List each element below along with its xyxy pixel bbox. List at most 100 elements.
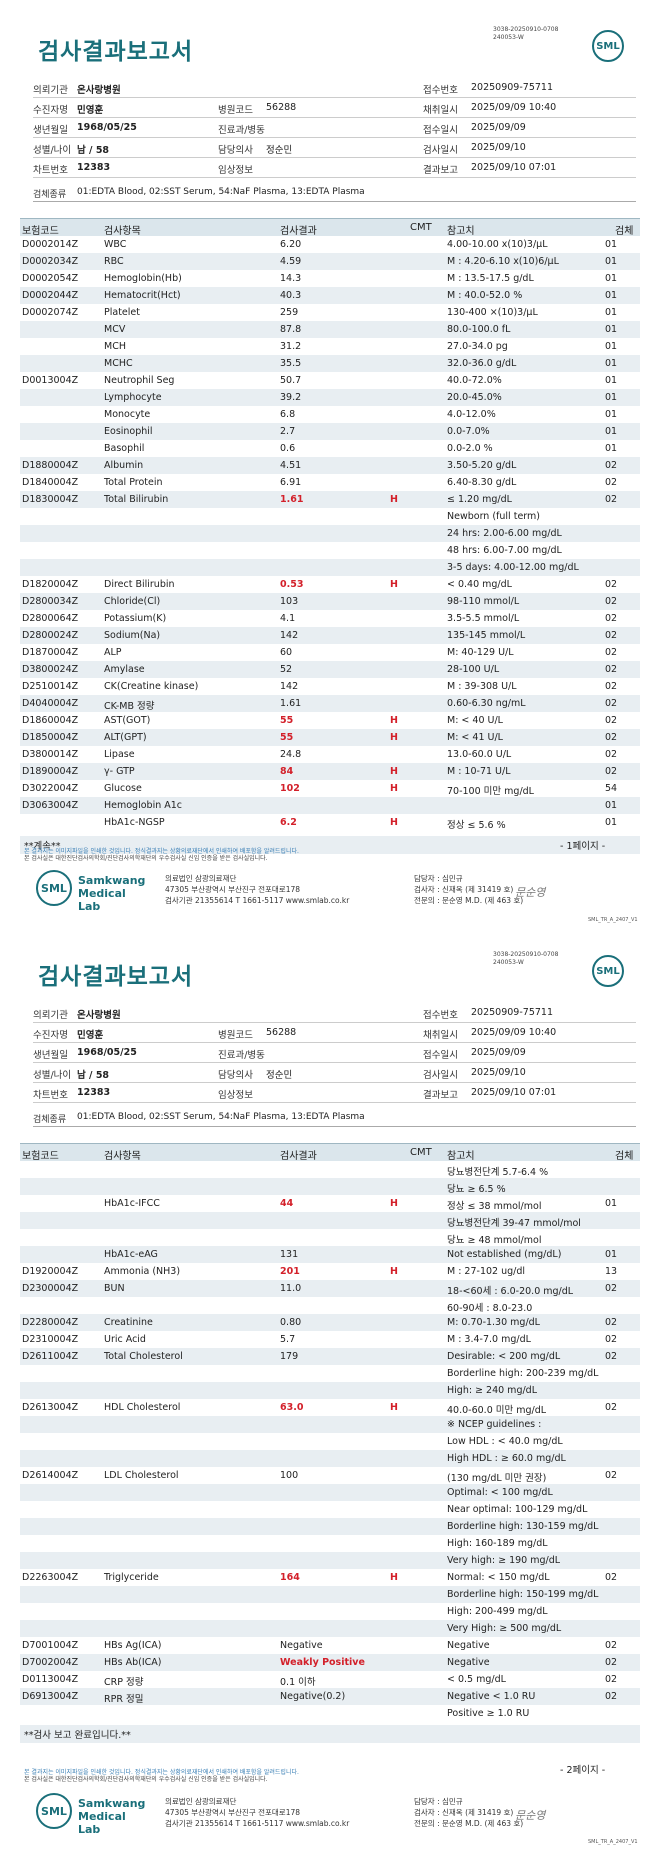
- table-row: HbA1c-eAG 131 Not established (mg/dL) 01: [20, 1246, 640, 1263]
- table-row: High HDL : ≥ 60.0 mg/dL: [20, 1450, 640, 1467]
- specialist: 전문의 : 문순영 M.D. (제 463 호): [414, 896, 524, 905]
- cell-result: 142: [280, 630, 299, 641]
- cell-spec: 02: [605, 1402, 618, 1413]
- table-row: D1820004Z Direct Bilirubin 0.53 H < 0.40 mg/…: [20, 576, 640, 593]
- cell-result: 4.59: [280, 256, 302, 267]
- header-code: 보험코드: [22, 1151, 59, 1162]
- doctor-value: 정순민: [266, 145, 293, 156]
- cell-item: Triglyceride: [104, 1572, 159, 1583]
- cell-ref: 20.0-45.0%: [447, 392, 502, 403]
- table-row: 24 hrs: 2.00-6.00 mg/dL: [20, 525, 640, 542]
- table-row: D1920004Z Ammonia (NH3) 201 H M : 27-102 ug/…: [20, 1263, 640, 1280]
- cell-item: CRP 정량: [104, 1677, 144, 1688]
- cell-spec: 02: [605, 766, 618, 777]
- cell-ref: M: < 40 U/L: [447, 715, 503, 726]
- cell-ref: Desirable: < 200 mg/dL: [447, 1351, 561, 1362]
- cell-spec: 01: [605, 324, 618, 335]
- cell-item: Lymphocyte: [104, 392, 162, 403]
- info-row: 생년월일 1968/05/25 진료과/병동 접수일시 2025/09/09: [33, 118, 636, 138]
- cell-item: Monocyte: [104, 409, 151, 420]
- cell-code: D1830004Z: [22, 494, 79, 505]
- cell-spec: 02: [605, 1317, 618, 1328]
- cell-spec: 01: [605, 239, 618, 250]
- disclaimer-accreditation: 본 검사실은 대한진단검사의학회/진단검사의학재단의 우수검사실 신임 인증을 …: [24, 1776, 268, 1783]
- results-table-page2: 당뇨병전단계 5.7-6.4 % 당뇨 ≥ 6.5 % HbA1c-IFCC 44 H 정…: [20, 1161, 640, 1722]
- table-row: Borderline high: 130-159 mg/dL: [20, 1518, 640, 1535]
- table-row: D6913004Z RPR 정밀 Negative(0.2) Negative < 1…: [20, 1688, 640, 1705]
- table-row: D1850004Z ALT(GPT) 55 H M: < 41 U/L 02: [20, 729, 640, 746]
- cell-result: 44: [280, 1198, 294, 1209]
- cell-spec: 02: [605, 1657, 618, 1668]
- sml-footer-logo-icon: SML: [36, 1793, 72, 1829]
- cell-ref: 당뇨 ≥ 48 mmol/mol: [447, 1235, 542, 1246]
- cell-code: D0113004Z: [22, 1674, 79, 1685]
- cell-code: D2614004Z: [22, 1470, 79, 1481]
- signature-image: 문순영: [515, 1809, 546, 1822]
- cell-result: 55: [280, 715, 294, 726]
- cell-flag: H: [390, 783, 398, 794]
- cell-result: 0.80: [280, 1317, 302, 1328]
- cell-code: D2280004Z: [22, 1317, 79, 1328]
- cell-spec: 01: [605, 307, 618, 318]
- cell-item: BUN: [104, 1283, 125, 1294]
- table-row: Basophil 0.6 0.0-2.0 % 01: [20, 440, 640, 457]
- table-row: D1840004Z Total Protein 6.91 6.40-8.30 g/dL…: [20, 474, 640, 491]
- cell-item: HBs Ab(ICA): [104, 1657, 162, 1668]
- receipt-no-label: 접수번호: [423, 85, 458, 96]
- cell-flag: H: [390, 766, 398, 777]
- cell-ref: 27.0-34.0 pg: [447, 341, 508, 352]
- cell-ref: 28-100 U/L: [447, 664, 500, 675]
- table-row: D2800064Z Potassium(K) 4.1 3.5-5.5 mmol/L 02: [20, 610, 640, 627]
- hospital-code-value: 56288: [266, 102, 297, 113]
- results-table-header: 보험코드 검사항목 검사결과 CMT 참고치 검체: [20, 218, 640, 237]
- name-label: 수진자명: [33, 1030, 68, 1041]
- table-row: Eosinophil 2.7 0.0-7.0% 01: [20, 423, 640, 440]
- cell-item: CK-MB 정량: [104, 701, 155, 712]
- examiner: 검사자 : 신재옥 (제 31419 호): [414, 1808, 514, 1817]
- reported-value: 2025/09/10 07:01: [471, 1087, 557, 1098]
- cell-item: Total Protein: [104, 477, 163, 488]
- table-row: Positive ≥ 1.0 RU: [20, 1705, 640, 1722]
- sex-age-value: 남 / 58: [77, 145, 110, 156]
- cell-item: Uric Acid: [104, 1334, 146, 1345]
- table-row: D0002014Z WBC 6.20 4.00-10.00 x(10)3/µL 01: [20, 236, 640, 253]
- chart-label: 차트번호: [33, 165, 68, 176]
- cell-ref: 4.0-12.0%: [447, 409, 496, 420]
- cell-ref: M : 10-71 U/L: [447, 766, 511, 777]
- received-value: 2025/09/09: [471, 122, 526, 133]
- table-row: D2510014Z CK(Creatine kinase) 142 M : 39-30…: [20, 678, 640, 695]
- complete-bar: [20, 1725, 640, 1743]
- cell-result: 0.6: [280, 443, 296, 454]
- clinical-label: 임상정보: [218, 165, 253, 176]
- cell-code: D1880004Z: [22, 460, 79, 471]
- cell-code: D2510014Z: [22, 681, 79, 692]
- cell-code: D6913004Z: [22, 1691, 79, 1702]
- table-row: D7002004Z HBs Ab(ICA) Weakly Positive Negat…: [20, 1654, 640, 1671]
- logo-name: Samkwang Medical Lab: [78, 874, 145, 913]
- table-row: MCH 31.2 27.0-34.0 pg 01: [20, 338, 640, 355]
- table-row: D2611004Z Total Cholesterol 179 Desirable: …: [20, 1348, 640, 1365]
- cell-result: Weakly Positive: [280, 1657, 365, 1668]
- table-row: Newborn (full term): [20, 508, 640, 525]
- cell-ref: 당뇨 ≥ 6.5 %: [447, 1184, 506, 1195]
- patient-info: 의뢰기관 온사랑병원 접수번호 20250909-75711 수진자명 민영훈 …: [33, 78, 636, 178]
- cell-ref: 80.0-100.0 fL: [447, 324, 511, 335]
- cell-spec: 02: [605, 494, 618, 505]
- report-page-1: 3038-20250910-0708 240053-W 검사결과보고서 SML …: [20, 26, 640, 923]
- samkwang-logo: SML Samkwang Medical Lab: [36, 1793, 145, 1836]
- samkwang-logo: SML Samkwang Medical Lab: [36, 870, 145, 913]
- cell-ref: 3.50-5.20 g/dL: [447, 460, 517, 471]
- cell-ref: M : 4.20-6.10 x(10)6/µL: [447, 256, 559, 267]
- institution-label: 의뢰기관: [33, 85, 68, 96]
- cell-ref: (130 mg/dL 미만 권장): [447, 1473, 547, 1484]
- info-row: 차트번호 12383 임상정보 결과보고 2025/09/10 07:01: [33, 1083, 636, 1103]
- cell-item: CK(Creatine kinase): [104, 681, 199, 692]
- doctor-value: 정순민: [266, 1070, 293, 1081]
- sml-logo-icon: SML: [592, 955, 624, 987]
- cell-spec: 01: [605, 426, 618, 437]
- lab-address: 47305 부산광역시 부산진구 전포대로178: [165, 1808, 301, 1817]
- cell-result: 4.1: [280, 613, 296, 624]
- table-row: D2614004Z LDL Cholesterol 100 (130 mg/dL 미만…: [20, 1467, 640, 1484]
- cell-code: D0013004Z: [22, 375, 79, 386]
- cell-result: 14.3: [280, 273, 302, 284]
